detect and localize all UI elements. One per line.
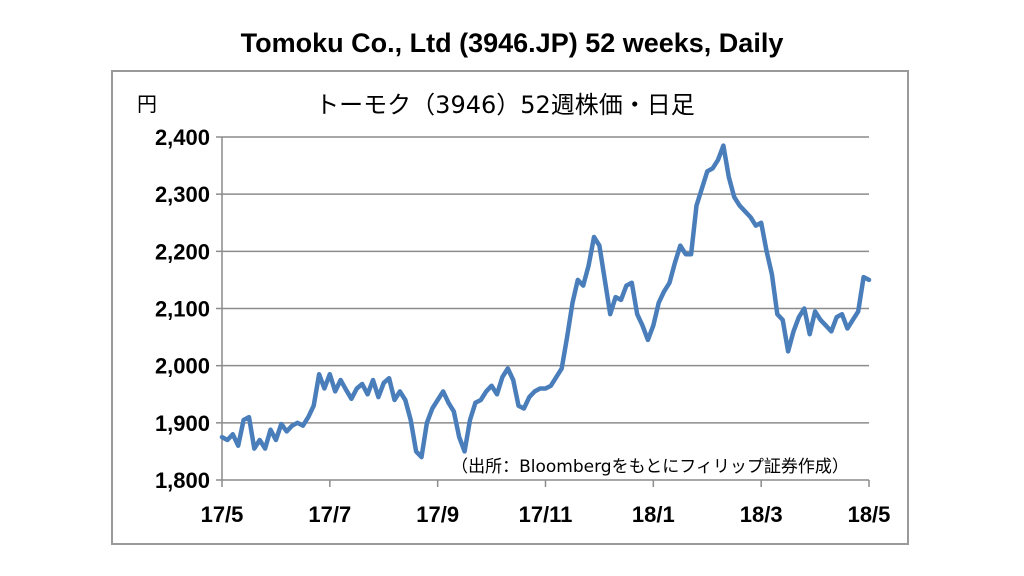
- ytick-label: 2,000: [155, 354, 210, 379]
- price-series-line: [219, 143, 872, 460]
- ytick-label: 1,900: [155, 411, 210, 436]
- chart-frame: [111, 70, 909, 545]
- ytick-label: 2,200: [155, 239, 210, 264]
- source-note: （出所：Bloombergをもとにフィリップ証券作成）: [451, 457, 849, 477]
- chart-title: トーモク（3946）52週株価・日足: [315, 91, 695, 119]
- y-axis-unit: 円: [137, 92, 157, 116]
- ytick-label: 2,100: [155, 297, 210, 322]
- xtick-label: 17/7: [308, 502, 351, 527]
- xtick-label: 18/1: [632, 502, 675, 527]
- ytick-label: 2,400: [155, 125, 210, 150]
- xtick-label: 17/11: [519, 502, 573, 527]
- xtick-label: 18/5: [848, 502, 891, 527]
- xtick-label: 17/5: [201, 502, 244, 527]
- page-title: Tomoku Co., Ltd (3946.JP) 52 weeks, Dail…: [240, 28, 784, 58]
- ytick-label: 1,800: [155, 468, 210, 493]
- ytick-label: 2,300: [155, 182, 210, 207]
- xtick-label: 18/3: [740, 502, 783, 527]
- xtick-label: 17/9: [416, 502, 459, 527]
